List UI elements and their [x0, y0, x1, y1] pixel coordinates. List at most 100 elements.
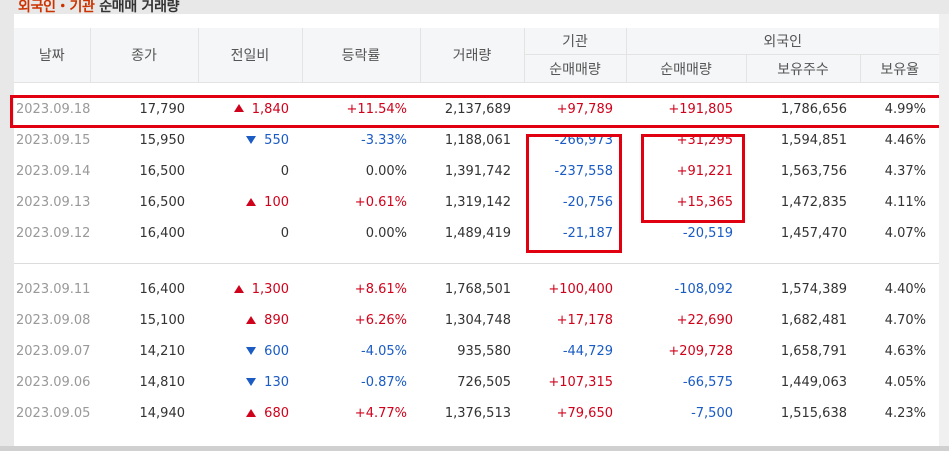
row-spacer: [14, 82, 939, 93]
inst-net-cell: +107,315: [548, 375, 613, 390]
change-value: 1,300: [251, 282, 289, 297]
table-row: 2023.09.07 14,210 600 -4.05% 935,580 -44,729 +…: [14, 336, 939, 367]
foreign-net-cell: +15,365: [676, 195, 733, 210]
rate-cell: -4.05%: [361, 344, 407, 359]
foreign-net-cell: +22,690: [676, 313, 733, 328]
foreign-net-cell: +191,805: [668, 101, 733, 117]
rate-cell: +4.77%: [354, 406, 407, 421]
change-value: 100: [264, 195, 289, 210]
inst-net-cell: -20,756: [562, 195, 613, 210]
volume-cell: 1,391,742: [444, 164, 511, 179]
date-cell: 2023.09.08: [16, 313, 91, 328]
rate-cell: -3.33%: [361, 133, 407, 148]
foreign-net-cell: -7,500: [691, 406, 733, 421]
inst-net-cell: +97,789: [556, 101, 613, 117]
foreign-holdings-cell: 1,574,389: [780, 282, 847, 297]
date-cell: 2023.09.18: [16, 101, 91, 117]
change-value: 0: [280, 226, 289, 241]
bottom-divider: [0, 446, 949, 451]
change-cell: 100: [198, 187, 302, 218]
change-value: 0: [280, 164, 289, 179]
foreign-holdings-cell: 1,682,481: [780, 313, 847, 328]
change-cell: 550: [198, 125, 302, 156]
close-cell: 16,400: [139, 226, 186, 241]
rate-cell: +0.61%: [354, 195, 407, 210]
triangle-up-icon: [233, 284, 244, 293]
header-foreign-holdings: 보유주수: [746, 54, 861, 83]
rate-cell: -0.87%: [361, 375, 407, 390]
close-cell: 16,400: [139, 282, 186, 297]
triangle-up-icon: [246, 315, 257, 324]
triangle-up-icon: [233, 104, 244, 112]
inst-net-cell: -21,187: [562, 226, 613, 241]
change-cell: 1,300: [198, 274, 302, 305]
triangle-down-icon: [246, 346, 257, 355]
inst-net-cell: +100,400: [548, 282, 613, 297]
volume-cell: 935,580: [457, 344, 511, 359]
close-cell: 16,500: [139, 195, 186, 210]
triangle-up-icon: [246, 197, 257, 206]
change-cell: 130: [198, 367, 302, 398]
foreign-net-cell: -20,519: [682, 226, 733, 241]
date-cell: 2023.09.14: [16, 164, 91, 179]
change-value: 890: [264, 313, 289, 328]
table-row: 2023.09.06 14,810 130 -0.87% 726,505 +107,315…: [14, 367, 939, 398]
change-cell: 680: [198, 398, 302, 429]
header-change: 전일비: [198, 28, 303, 83]
foreign-holdings-cell: 1,449,063: [780, 375, 847, 390]
header-institution: 기관: [524, 28, 627, 55]
triangle-down-icon: [246, 135, 257, 144]
foreign-ratio-cell: 4.07%: [884, 226, 926, 241]
section-title-investor: 외국인・기관: [18, 0, 95, 15]
foreign-ratio-cell: 4.40%: [884, 282, 926, 297]
table-row: 2023.09.05 14,940 680 +4.77% 1,376,513 +79,65…: [14, 398, 939, 429]
change-cell: 1,840: [198, 93, 302, 125]
volume-cell: 1,304,748: [444, 313, 511, 328]
table-row: 2023.09.18 17,790 1,840 +11.54% 2,137,689 +97…: [14, 93, 939, 125]
change-value: 600: [264, 344, 289, 359]
foreign-net-cell: +209,728: [668, 344, 733, 359]
table-row: 2023.09.15 15,950 550 -3.33% 1,188,061 -266,9…: [14, 125, 939, 156]
change-value: 680: [264, 406, 289, 421]
inst-net-cell: +17,178: [556, 313, 613, 328]
foreign-net-cell: +91,221: [676, 164, 733, 179]
volume-cell: 1,376,513: [444, 406, 511, 421]
foreign-holdings-cell: 1,594,851: [780, 133, 847, 148]
foreign-holdings-cell: 1,563,756: [780, 164, 847, 179]
header-date: 날짜: [14, 28, 91, 83]
volume-cell: 1,768,501: [444, 282, 511, 297]
volume-cell: 1,489,419: [444, 226, 511, 241]
date-cell: 2023.09.06: [16, 375, 91, 390]
table-row: 2023.09.13 16,500 100 +0.61% 1,319,142 -20,75…: [14, 187, 939, 218]
table-row: 2023.09.14 16,500 0 0.00% 1,391,742 -237,558 +…: [14, 156, 939, 187]
header-close: 종가: [90, 28, 199, 83]
scrollbar-track[interactable]: [939, 14, 949, 446]
triangle-down-icon: [246, 377, 257, 386]
header-foreign-ratio: 보유율: [860, 54, 939, 83]
foreign-ratio-cell: 4.37%: [884, 164, 926, 179]
date-cell: 2023.09.15: [16, 133, 91, 148]
foreign-ratio-cell: 4.46%: [884, 133, 926, 148]
change-value: 130: [264, 375, 289, 390]
close-cell: 14,210: [139, 344, 186, 359]
table-row: 2023.09.12 16,400 0 0.00% 1,489,419 -21,187 -2…: [14, 218, 939, 249]
section-title-volume: 순매매 거래량: [99, 0, 180, 15]
triangle-up-icon: [246, 408, 257, 417]
change-cell: 890: [198, 305, 302, 336]
foreign-net-cell: -66,575: [682, 375, 733, 390]
table-row: 2023.09.11 16,400 1,300 +8.61% 1,768,501 +100…: [14, 274, 939, 305]
date-cell: 2023.09.05: [16, 406, 91, 421]
date-cell: 2023.09.11: [16, 282, 91, 297]
foreign-net-cell: -108,092: [674, 282, 733, 297]
foreign-ratio-cell: 4.23%: [884, 406, 926, 421]
inst-net-cell: -44,729: [562, 344, 613, 359]
inst-net-cell: -237,558: [554, 164, 613, 179]
table-row: 2023.09.08 15,100 890 +6.26% 1,304,748 +17,17…: [14, 305, 939, 336]
change-cell: 0: [198, 156, 302, 187]
close-cell: 15,100: [139, 313, 186, 328]
date-cell: 2023.09.07: [16, 344, 91, 359]
volume-cell: 2,137,689: [444, 101, 511, 117]
change-value: 550: [264, 133, 289, 148]
change-value: 1,840: [251, 101, 289, 117]
close-cell: 16,500: [139, 164, 186, 179]
